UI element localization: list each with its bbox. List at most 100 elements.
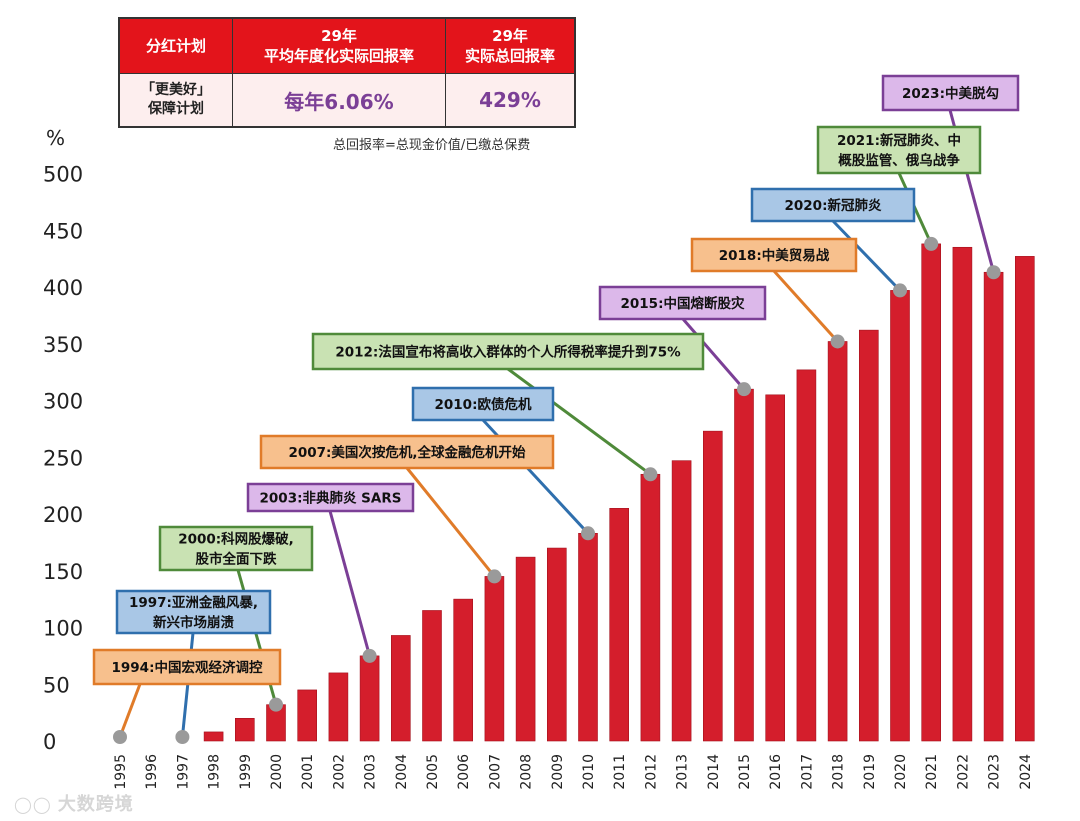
avg-header-line1: 29年: [321, 27, 357, 45]
bar-2020: [890, 290, 910, 742]
annotation-marker-2020: [893, 283, 907, 298]
annotation-callout-2020: 2020:新冠肺炎: [750, 187, 916, 223]
annotation-marker-1995: [113, 730, 127, 744]
bar-2024: [1014, 256, 1035, 742]
annotation-text: 新兴市场崩溃: [153, 614, 234, 631]
avg-header-line2: 平均年度化实际回报率: [263, 47, 414, 65]
y-tick-label: 150: [43, 560, 83, 584]
annotation-callout-1997: 1997:亚洲金融风暴, 新兴市场崩溃: [115, 589, 272, 635]
annotation-leader-line: [405, 467, 496, 578]
annotation-leader-line: [507, 367, 652, 476]
bar-2009: [546, 547, 567, 742]
plan-name-line2: 保障计划: [148, 101, 204, 117]
x-tick-label: 2022: [955, 754, 971, 790]
x-tick-label: 2024: [1018, 754, 1034, 790]
annotation-leader-line: [328, 510, 372, 657]
bar-2017: [796, 369, 817, 742]
x-axis-ticks: 1995 1996 1997 1998 1999 2000 2001 2002 2003 2004…: [113, 754, 1034, 790]
annotation-callout-2012: 2012:法国宣布将高收入群体的个人所得税率提升到75%: [311, 332, 705, 371]
x-tick-label: 2013: [675, 754, 691, 790]
annotation-marker-2023: [986, 265, 1001, 280]
x-tick-label: 2010: [581, 754, 597, 790]
annotation-text: 2021:新冠肺炎、中: [837, 132, 961, 149]
bar-1998: [203, 731, 224, 742]
annotation-text: 1997:亚洲金融风暴,: [129, 594, 258, 611]
annotation-text: 2020:新冠肺炎: [785, 197, 882, 214]
plan-name-cell: 「更美好」 保障计划: [118, 73, 233, 128]
avg-return-value: 每年6.06%: [232, 73, 446, 128]
summary-table: 分红计划 29年 平均年度化实际回报率 29年 实际总回报率 「更美好」 保障计…: [118, 17, 576, 128]
watermark: ◯◯ 大数跨境: [14, 790, 134, 816]
bar-2015: [734, 388, 754, 742]
x-tick-label: 2015: [737, 754, 753, 790]
x-tick-label: 2017: [799, 754, 815, 790]
annotation-text: 2010:欧债危机: [435, 396, 532, 413]
x-tick-label: 2014: [706, 754, 722, 790]
bar-2016: [765, 394, 786, 742]
annotation-callouts: 1994:中国宏观经济调控 1997:亚洲金融风暴, 新兴市场崩溃 2000:科网股爆…: [92, 74, 1020, 686]
annotation-marker-2015: [737, 382, 751, 397]
y-tick-label: 400: [43, 276, 83, 300]
annotation-text: 2012:法国宣布将高收入群体的个人所得税率提升到75%: [335, 344, 681, 361]
bar-2004: [390, 635, 411, 742]
x-tick-label: 1996: [144, 754, 160, 790]
bar-2011: [609, 508, 630, 742]
bar-2007: [484, 576, 505, 742]
annotation-callout-2007: 2007:美国次按危机,全球金融危机开始: [259, 434, 555, 470]
watermark-text: 大数跨境: [57, 794, 134, 815]
annotation-text: 2000:科网股爆破,: [178, 531, 294, 548]
x-tick-label: 2018: [831, 754, 847, 790]
annotation-text: 概股监管、俄乌战争: [838, 152, 960, 169]
annotation-leader-line: [681, 318, 746, 391]
total-header-line2: 实际总回报率: [464, 47, 555, 65]
annotation-text: 2023:中美脱勾: [902, 85, 999, 102]
bar-2022: [952, 246, 973, 742]
total-return-column-header: 29年 实际总回报率: [445, 17, 576, 74]
bar-2012: [640, 473, 661, 742]
bar-2023: [983, 271, 1004, 742]
total-return-value: 429%: [445, 73, 576, 128]
bars-layer: [203, 243, 1035, 742]
annotation-leader-line: [118, 683, 142, 738]
x-tick-label: 2005: [425, 754, 441, 790]
x-tick-label: 2001: [300, 754, 316, 790]
x-tick-label: 2008: [519, 754, 535, 790]
y-axis-unit-label: %: [46, 126, 66, 150]
y-tick-label: 100: [43, 617, 83, 641]
watermark-logo-icon: ◯◯: [14, 795, 52, 814]
x-tick-label: 2006: [456, 754, 472, 790]
annotation-callout-2015: 2015:中国熔断股灾: [598, 285, 767, 321]
y-tick-label: 200: [43, 503, 83, 527]
x-tick-label: 2012: [643, 754, 659, 790]
x-tick-label: 2019: [862, 754, 878, 790]
annotation-marker-2007: [487, 569, 502, 584]
annotation-leader-line: [772, 269, 839, 343]
bar-2005: [422, 610, 442, 742]
x-tick-label: 2020: [893, 754, 909, 790]
y-tick-label: 0: [43, 730, 56, 754]
formula-note: 总回报率=总现金价值/已缴总保费: [333, 138, 531, 153]
y-tick-label: 450: [43, 219, 83, 243]
avg-return-column-header: 29年 平均年度化实际回报率: [232, 17, 446, 74]
y-tick-label: 50: [43, 673, 70, 697]
bar-2002: [328, 672, 349, 742]
bar-2010: [578, 532, 598, 742]
bar-2018: [827, 341, 848, 742]
bar-2019: [858, 329, 879, 742]
bar-2014: [702, 430, 723, 742]
annotation-markers: [113, 236, 1001, 744]
bar-2006: [453, 598, 474, 742]
annotation-callout-1995: 1994:中国宏观经济调控: [92, 648, 282, 686]
annotation-callout-2023: 2023:中美脱勾: [881, 74, 1020, 112]
annotation-text: 2003:非典肺炎 SARS: [260, 490, 402, 507]
bar-2021: [921, 243, 942, 742]
x-tick-label: 2007: [487, 754, 503, 790]
annotation-marker-2012: [643, 467, 658, 482]
x-tick-label: 2023: [987, 754, 1003, 790]
x-tick-label: 1995: [113, 754, 129, 790]
y-tick-label: 300: [43, 390, 83, 414]
x-tick-label: 2002: [331, 754, 347, 790]
bar-2008: [515, 556, 536, 742]
